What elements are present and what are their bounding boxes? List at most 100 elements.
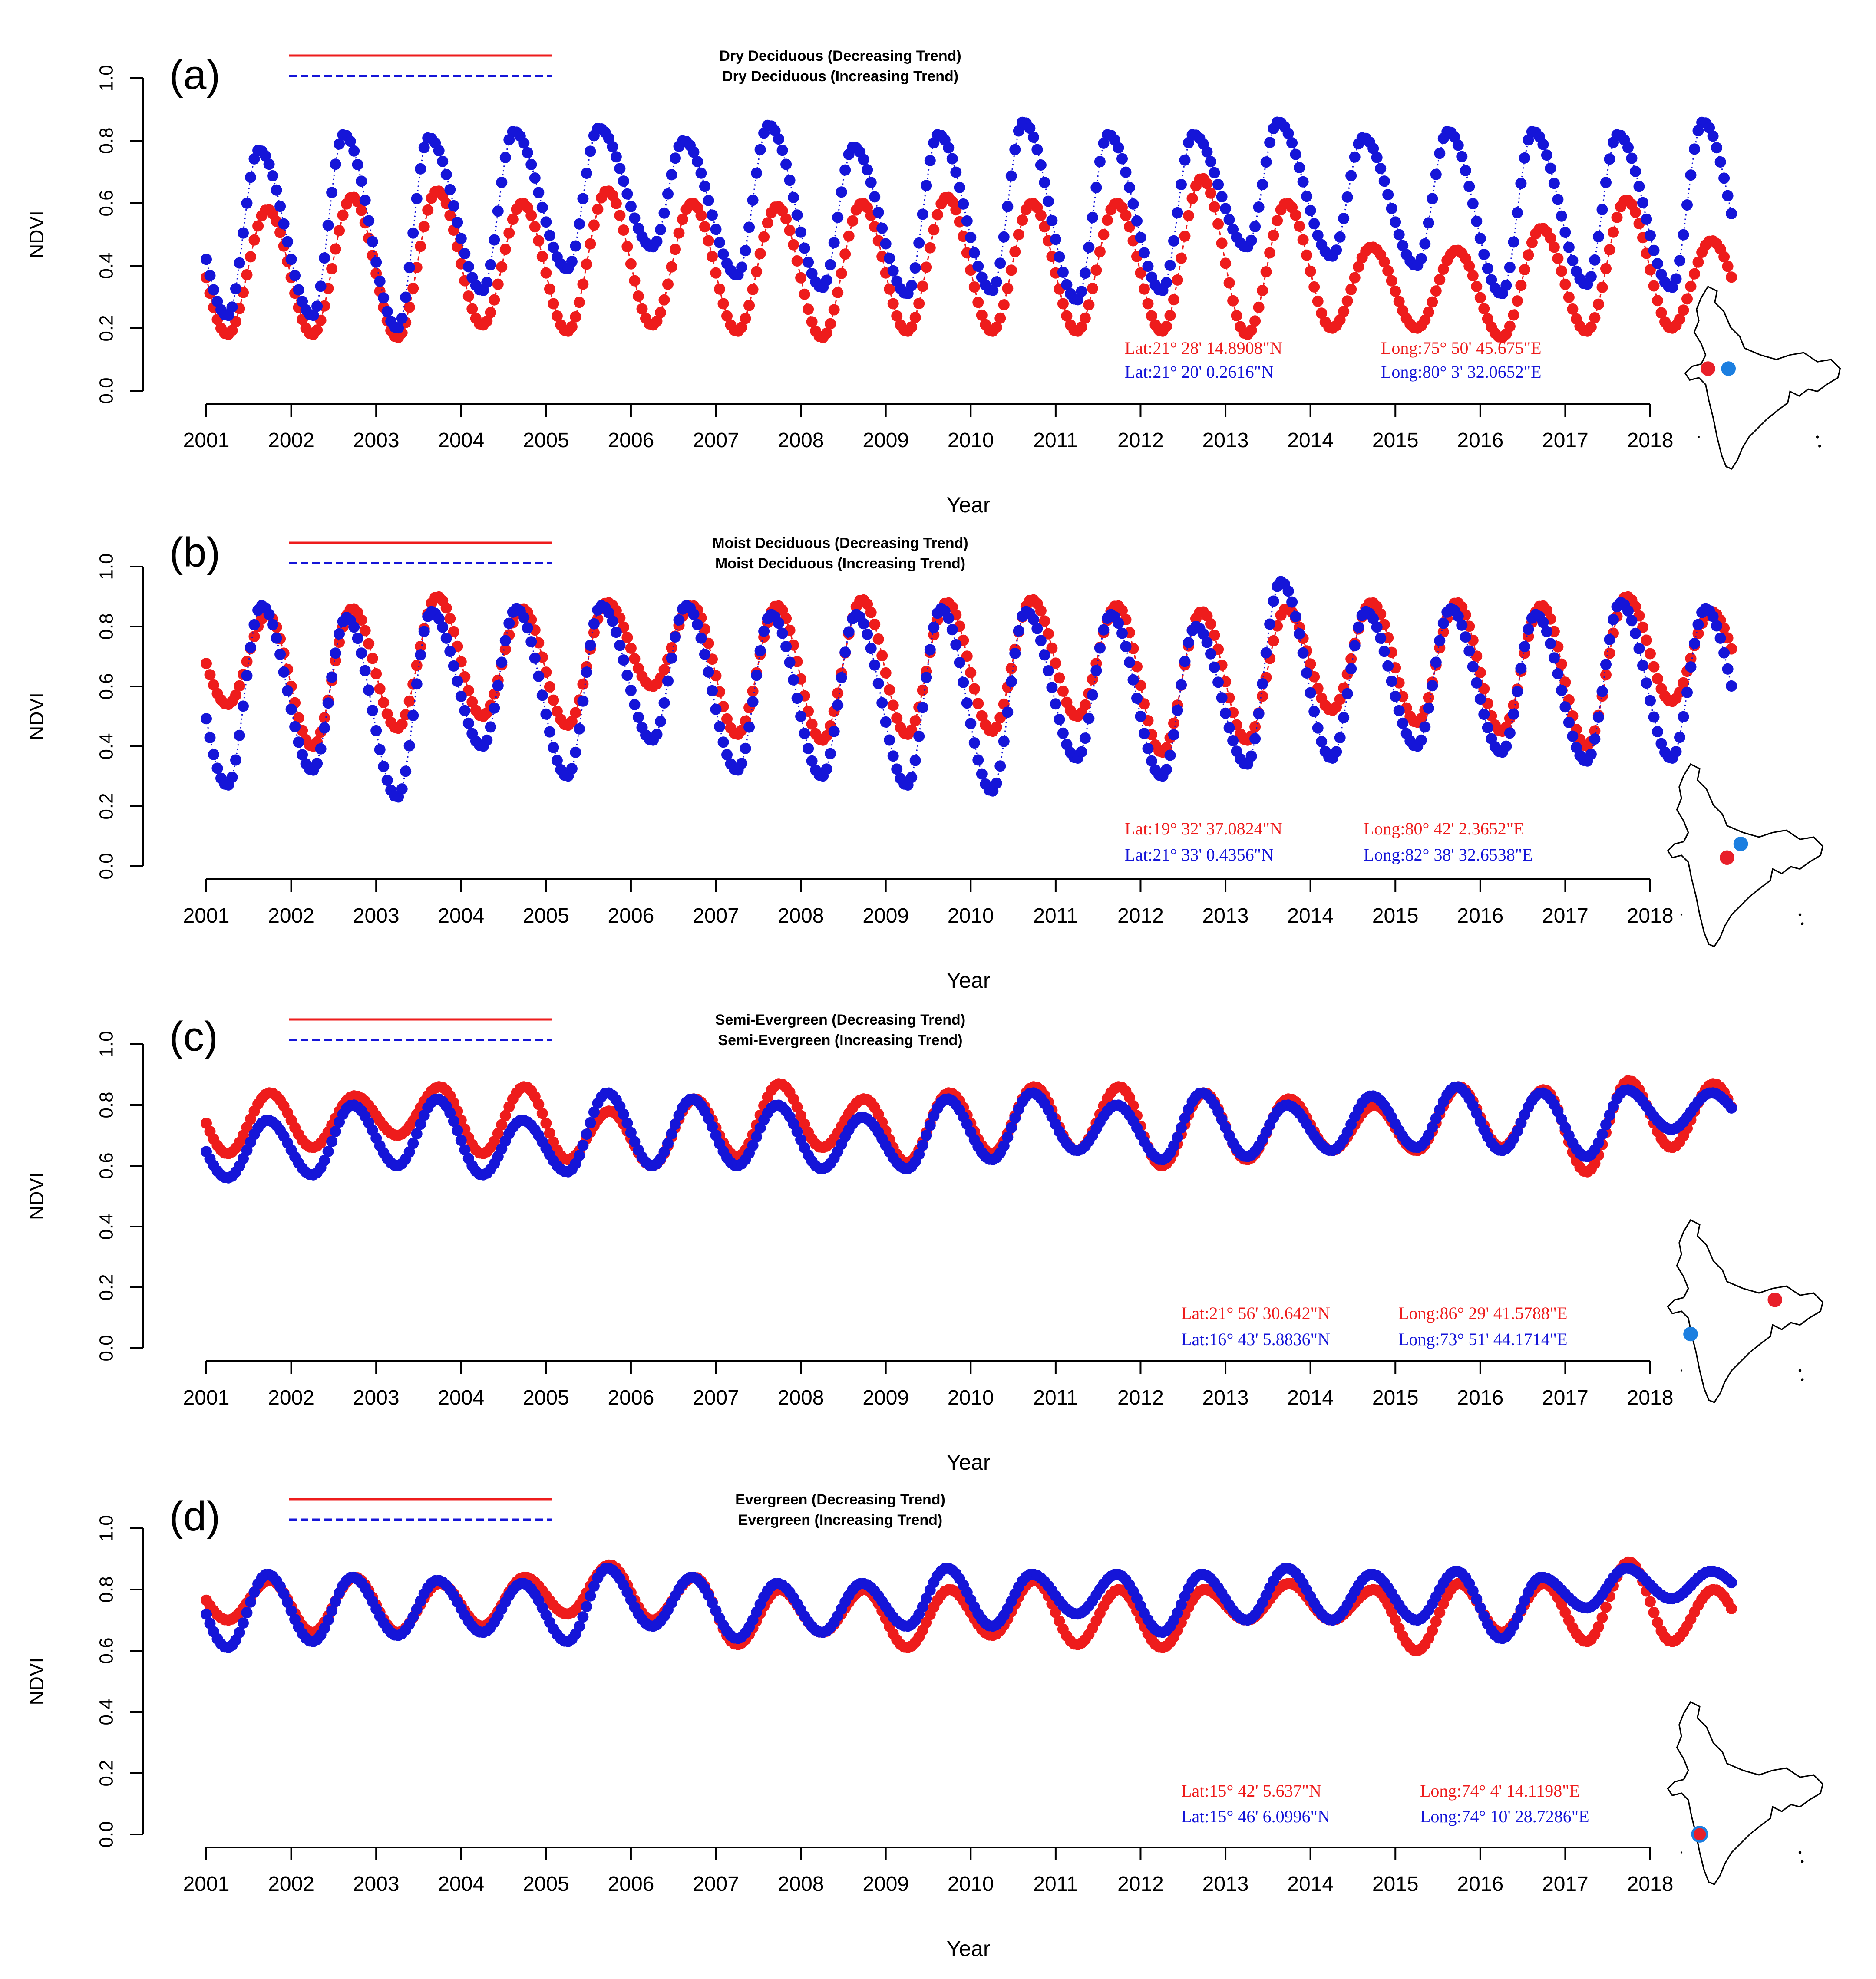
data-point bbox=[968, 737, 980, 749]
data-point bbox=[415, 163, 426, 175]
data-point bbox=[378, 697, 390, 708]
series-line-0 bbox=[205, 596, 1732, 753]
data-point bbox=[618, 654, 629, 666]
x-tick-label: 2015 bbox=[1372, 904, 1419, 927]
data-point bbox=[1674, 732, 1685, 743]
data-point bbox=[1674, 255, 1685, 267]
data-point bbox=[566, 716, 578, 727]
data-point bbox=[1161, 277, 1172, 288]
data-point bbox=[1467, 661, 1479, 673]
data-point bbox=[448, 1115, 459, 1127]
data-point bbox=[1083, 712, 1095, 724]
data-point bbox=[655, 307, 666, 318]
coord-blue-lat: Lat:16° 43' 5.8836"N bbox=[1181, 1329, 1330, 1349]
data-point bbox=[204, 270, 216, 281]
data-point bbox=[1589, 254, 1601, 266]
data-point bbox=[968, 281, 980, 293]
data-point bbox=[330, 158, 341, 170]
data-point bbox=[393, 322, 404, 334]
coord-blue-lat: Lat:15° 46' 6.0996"N bbox=[1181, 1807, 1330, 1826]
data-point bbox=[625, 1127, 637, 1138]
data-point bbox=[821, 763, 832, 775]
map-marker-blue bbox=[1691, 1826, 1708, 1843]
data-point bbox=[1172, 207, 1183, 218]
data-point bbox=[1249, 733, 1261, 745]
data-point bbox=[884, 283, 895, 295]
data-point bbox=[1054, 714, 1065, 725]
data-point bbox=[566, 321, 578, 333]
data-point bbox=[913, 1148, 925, 1160]
data-point bbox=[858, 618, 869, 630]
data-point bbox=[551, 310, 563, 322]
x-tick-label: 2006 bbox=[608, 1873, 654, 1896]
data-point bbox=[400, 291, 412, 303]
data-point bbox=[1094, 156, 1106, 168]
data-point bbox=[832, 287, 844, 298]
data-point bbox=[1124, 656, 1135, 668]
data-point bbox=[799, 728, 810, 739]
data-point bbox=[1419, 238, 1431, 250]
data-point bbox=[806, 718, 818, 730]
data-point bbox=[699, 221, 710, 233]
data-point bbox=[1637, 660, 1648, 671]
data-point bbox=[1397, 717, 1409, 729]
data-point bbox=[1179, 230, 1191, 242]
data-point bbox=[489, 688, 500, 700]
data-point bbox=[1511, 295, 1523, 307]
data-point bbox=[230, 689, 241, 701]
data-point bbox=[1681, 293, 1693, 305]
data-point bbox=[968, 247, 980, 259]
data-point bbox=[1301, 249, 1313, 261]
data-point bbox=[1013, 125, 1024, 137]
data-point bbox=[1600, 659, 1612, 670]
legend-label-decreasing: Evergreen (Decreasing Trend) bbox=[735, 1491, 945, 1508]
island-dot bbox=[1801, 1860, 1804, 1863]
data-point bbox=[403, 262, 415, 273]
data-point bbox=[455, 233, 467, 244]
data-point bbox=[581, 168, 592, 179]
data-point bbox=[581, 1601, 592, 1613]
data-point bbox=[714, 237, 725, 248]
data-point bbox=[821, 327, 832, 339]
y-tick-label: 1.0 bbox=[96, 65, 117, 91]
data-point bbox=[226, 325, 238, 336]
data-point bbox=[1024, 122, 1036, 134]
data-point bbox=[485, 307, 496, 318]
data-point bbox=[714, 721, 725, 732]
x-tick-label: 2009 bbox=[862, 904, 909, 927]
data-point bbox=[688, 609, 700, 620]
data-point bbox=[1556, 685, 1567, 696]
data-point bbox=[747, 195, 759, 206]
data-point bbox=[356, 175, 367, 187]
data-point bbox=[651, 315, 663, 327]
data-point bbox=[961, 697, 973, 709]
data-point bbox=[581, 1128, 592, 1140]
data-point bbox=[1135, 710, 1146, 722]
data-point bbox=[1050, 1606, 1061, 1618]
data-point bbox=[762, 217, 773, 229]
legend-label-decreasing: Dry Deciduous (Decreasing Trend) bbox=[719, 48, 961, 64]
data-point bbox=[906, 772, 918, 783]
data-point bbox=[946, 153, 958, 165]
data-point bbox=[876, 650, 888, 662]
data-point bbox=[573, 218, 585, 230]
data-point bbox=[1139, 283, 1150, 295]
x-tick-label: 2009 bbox=[862, 1873, 909, 1896]
x-tick-label: 2016 bbox=[1457, 1873, 1503, 1896]
x-tick-label: 2015 bbox=[1372, 429, 1419, 452]
data-point bbox=[201, 1608, 212, 1620]
data-point bbox=[880, 716, 892, 728]
panel-label: (a) bbox=[169, 52, 220, 98]
data-point bbox=[662, 278, 674, 290]
panel-label: (c) bbox=[169, 1013, 218, 1060]
data-point bbox=[1090, 264, 1102, 276]
data-point bbox=[1179, 154, 1191, 166]
island-dot bbox=[1816, 435, 1819, 439]
data-point bbox=[1039, 177, 1050, 188]
data-point bbox=[322, 1614, 334, 1626]
data-point bbox=[1005, 170, 1017, 182]
data-point bbox=[1726, 1102, 1737, 1114]
data-point bbox=[1120, 210, 1132, 221]
data-point bbox=[489, 294, 500, 306]
map-marker-blue bbox=[1721, 361, 1736, 376]
